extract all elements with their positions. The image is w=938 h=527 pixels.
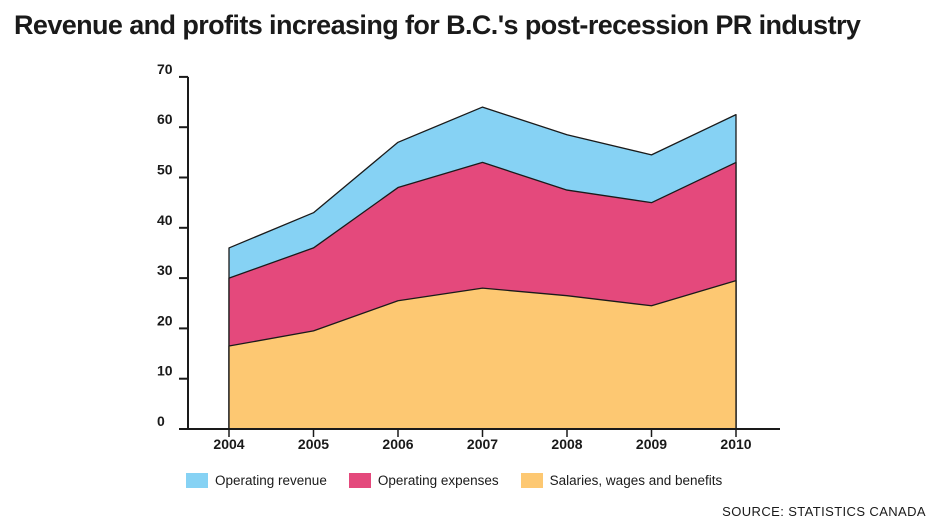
x-tick-label: 2008	[551, 436, 582, 452]
x-tick-label: 2009	[636, 436, 667, 452]
y-tick-label: 30	[157, 262, 173, 278]
axes	[187, 76, 780, 430]
y-tick-label: 60	[157, 111, 173, 127]
legend-swatch	[520, 473, 543, 488]
y-axis-ticks: 0 10 20 30 40 50 60 70	[157, 61, 188, 430]
x-tick-label: 2004	[213, 436, 244, 452]
chart-title: Revenue and profits increasing for B.C.'…	[14, 10, 861, 40]
x-tick-label: 2005	[298, 436, 329, 452]
area-salaries-wages-and-benefits	[228, 279, 737, 430]
legend-swatch	[348, 473, 371, 488]
series-areas	[228, 106, 737, 430]
x-tick-label: 2010	[720, 436, 751, 452]
legend-item-operating-expenses: Operating expenses	[348, 473, 499, 488]
y-tick-label: 0	[157, 413, 165, 429]
y-tick-label: 20	[157, 312, 173, 328]
legend-item-operating-revenue: Operating revenue	[186, 473, 327, 488]
legend-label: Salaries, wages and benefits	[549, 473, 723, 488]
x-tick-label: 2006	[382, 436, 413, 452]
legend-label: Operating expenses	[377, 473, 499, 488]
x-axis-ticks: 2004 2005 2006 2007 2008 2009 2010	[213, 429, 752, 452]
source-note: SOURCE: STATISTICS CANADA	[722, 504, 926, 519]
legend-item-salaries-wages-and-benefits: Salaries, wages and benefits	[520, 473, 723, 488]
legend-label: Operating revenue	[215, 473, 327, 488]
y-tick-label: 10	[157, 363, 173, 379]
x-tick-label: 2007	[467, 436, 498, 452]
y-tick-label: 50	[157, 162, 173, 178]
y-tick-label: 70	[157, 61, 173, 77]
y-tick-label: 40	[157, 212, 173, 228]
legend: Operating revenue Operating expenses Salar…	[186, 473, 744, 488]
legend-swatch	[186, 473, 208, 488]
